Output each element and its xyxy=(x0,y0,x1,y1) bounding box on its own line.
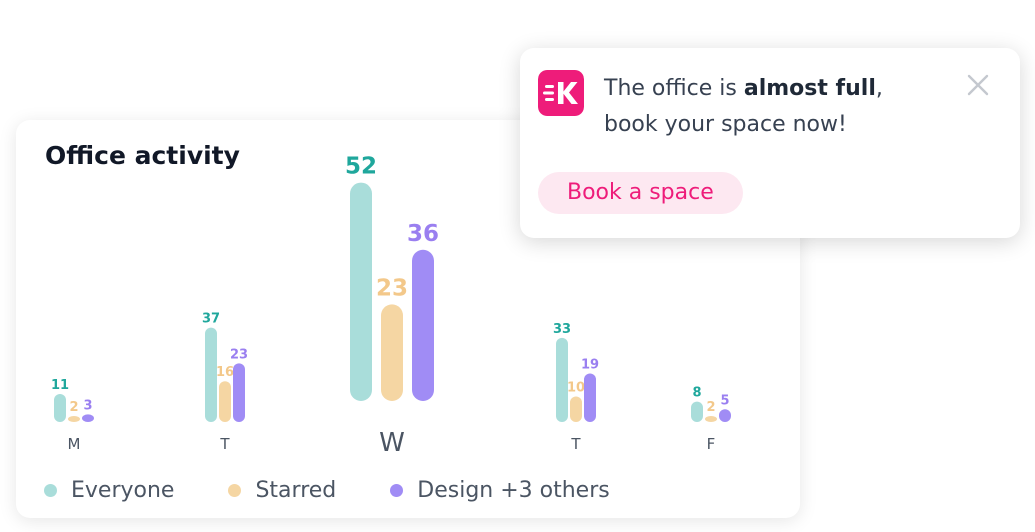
data-label: 23 xyxy=(230,347,248,362)
x-tick-label: M xyxy=(68,435,81,453)
x-tick-label: F xyxy=(707,435,716,453)
legend-item: Everyone xyxy=(44,478,174,503)
legend-dot-icon xyxy=(390,483,404,497)
bar-starred xyxy=(381,304,403,401)
legend-item: Design +3 others xyxy=(390,477,610,503)
bar-starred xyxy=(570,396,582,422)
data-label: 2 xyxy=(706,400,715,415)
data-label: 37 xyxy=(202,312,220,327)
bar-design xyxy=(584,373,596,422)
legend-label: Everyone xyxy=(71,477,175,503)
x-tick-label: T xyxy=(219,435,230,453)
legend-dot-icon xyxy=(44,483,57,497)
bar-starred xyxy=(219,381,231,422)
data-label: 3 xyxy=(83,398,92,413)
legend-label: Starred xyxy=(255,477,337,503)
data-label: 11 xyxy=(51,378,69,393)
book-a-space-button[interactable]: Book a space xyxy=(538,172,743,214)
notification-line-2: book your space now! xyxy=(604,112,847,137)
notification-line-1: The office is almost full, xyxy=(604,71,944,107)
message-suffix: , xyxy=(875,76,883,101)
bar-design xyxy=(719,409,731,422)
bar-design xyxy=(233,363,245,422)
data-label: 8 xyxy=(692,386,701,401)
legend-label: Design +3 others xyxy=(417,477,610,503)
data-label: 2 xyxy=(69,400,78,415)
bar-starred xyxy=(68,416,80,422)
bar-everyone xyxy=(691,401,703,422)
data-label: 5 xyxy=(720,393,729,408)
data-label: 16 xyxy=(216,365,234,380)
legend-dot-icon xyxy=(228,483,242,497)
bar-starred xyxy=(705,416,717,422)
legend-item: Starred xyxy=(228,478,336,503)
card-title: Office activity xyxy=(45,141,240,170)
data-label: 36 xyxy=(407,221,439,247)
bar-everyone xyxy=(350,182,372,401)
data-label: 19 xyxy=(581,358,599,373)
data-label: 23 xyxy=(376,275,408,301)
message-prefix: The office is xyxy=(604,76,744,101)
message-bold: almost full xyxy=(743,76,876,101)
bar-everyone xyxy=(54,393,66,422)
x-tick-label: W xyxy=(379,428,405,458)
data-label: 52 xyxy=(345,154,377,180)
data-label: 33 xyxy=(553,322,571,337)
kadence-logo-icon xyxy=(538,70,584,116)
bar-design xyxy=(412,249,434,401)
data-label: 10 xyxy=(567,381,585,396)
bar-design xyxy=(82,414,94,422)
notification-message: The office is almost full, book your spa… xyxy=(604,71,944,143)
chart-legend: Everyone Starred Design +3 others xyxy=(44,475,664,505)
bar-everyone xyxy=(556,337,568,422)
x-tick-label: T xyxy=(570,435,581,453)
office-full-notification: The office is almost full, book your spa… xyxy=(520,48,1020,238)
close-icon[interactable] xyxy=(966,73,990,97)
bar-everyone xyxy=(205,327,217,422)
